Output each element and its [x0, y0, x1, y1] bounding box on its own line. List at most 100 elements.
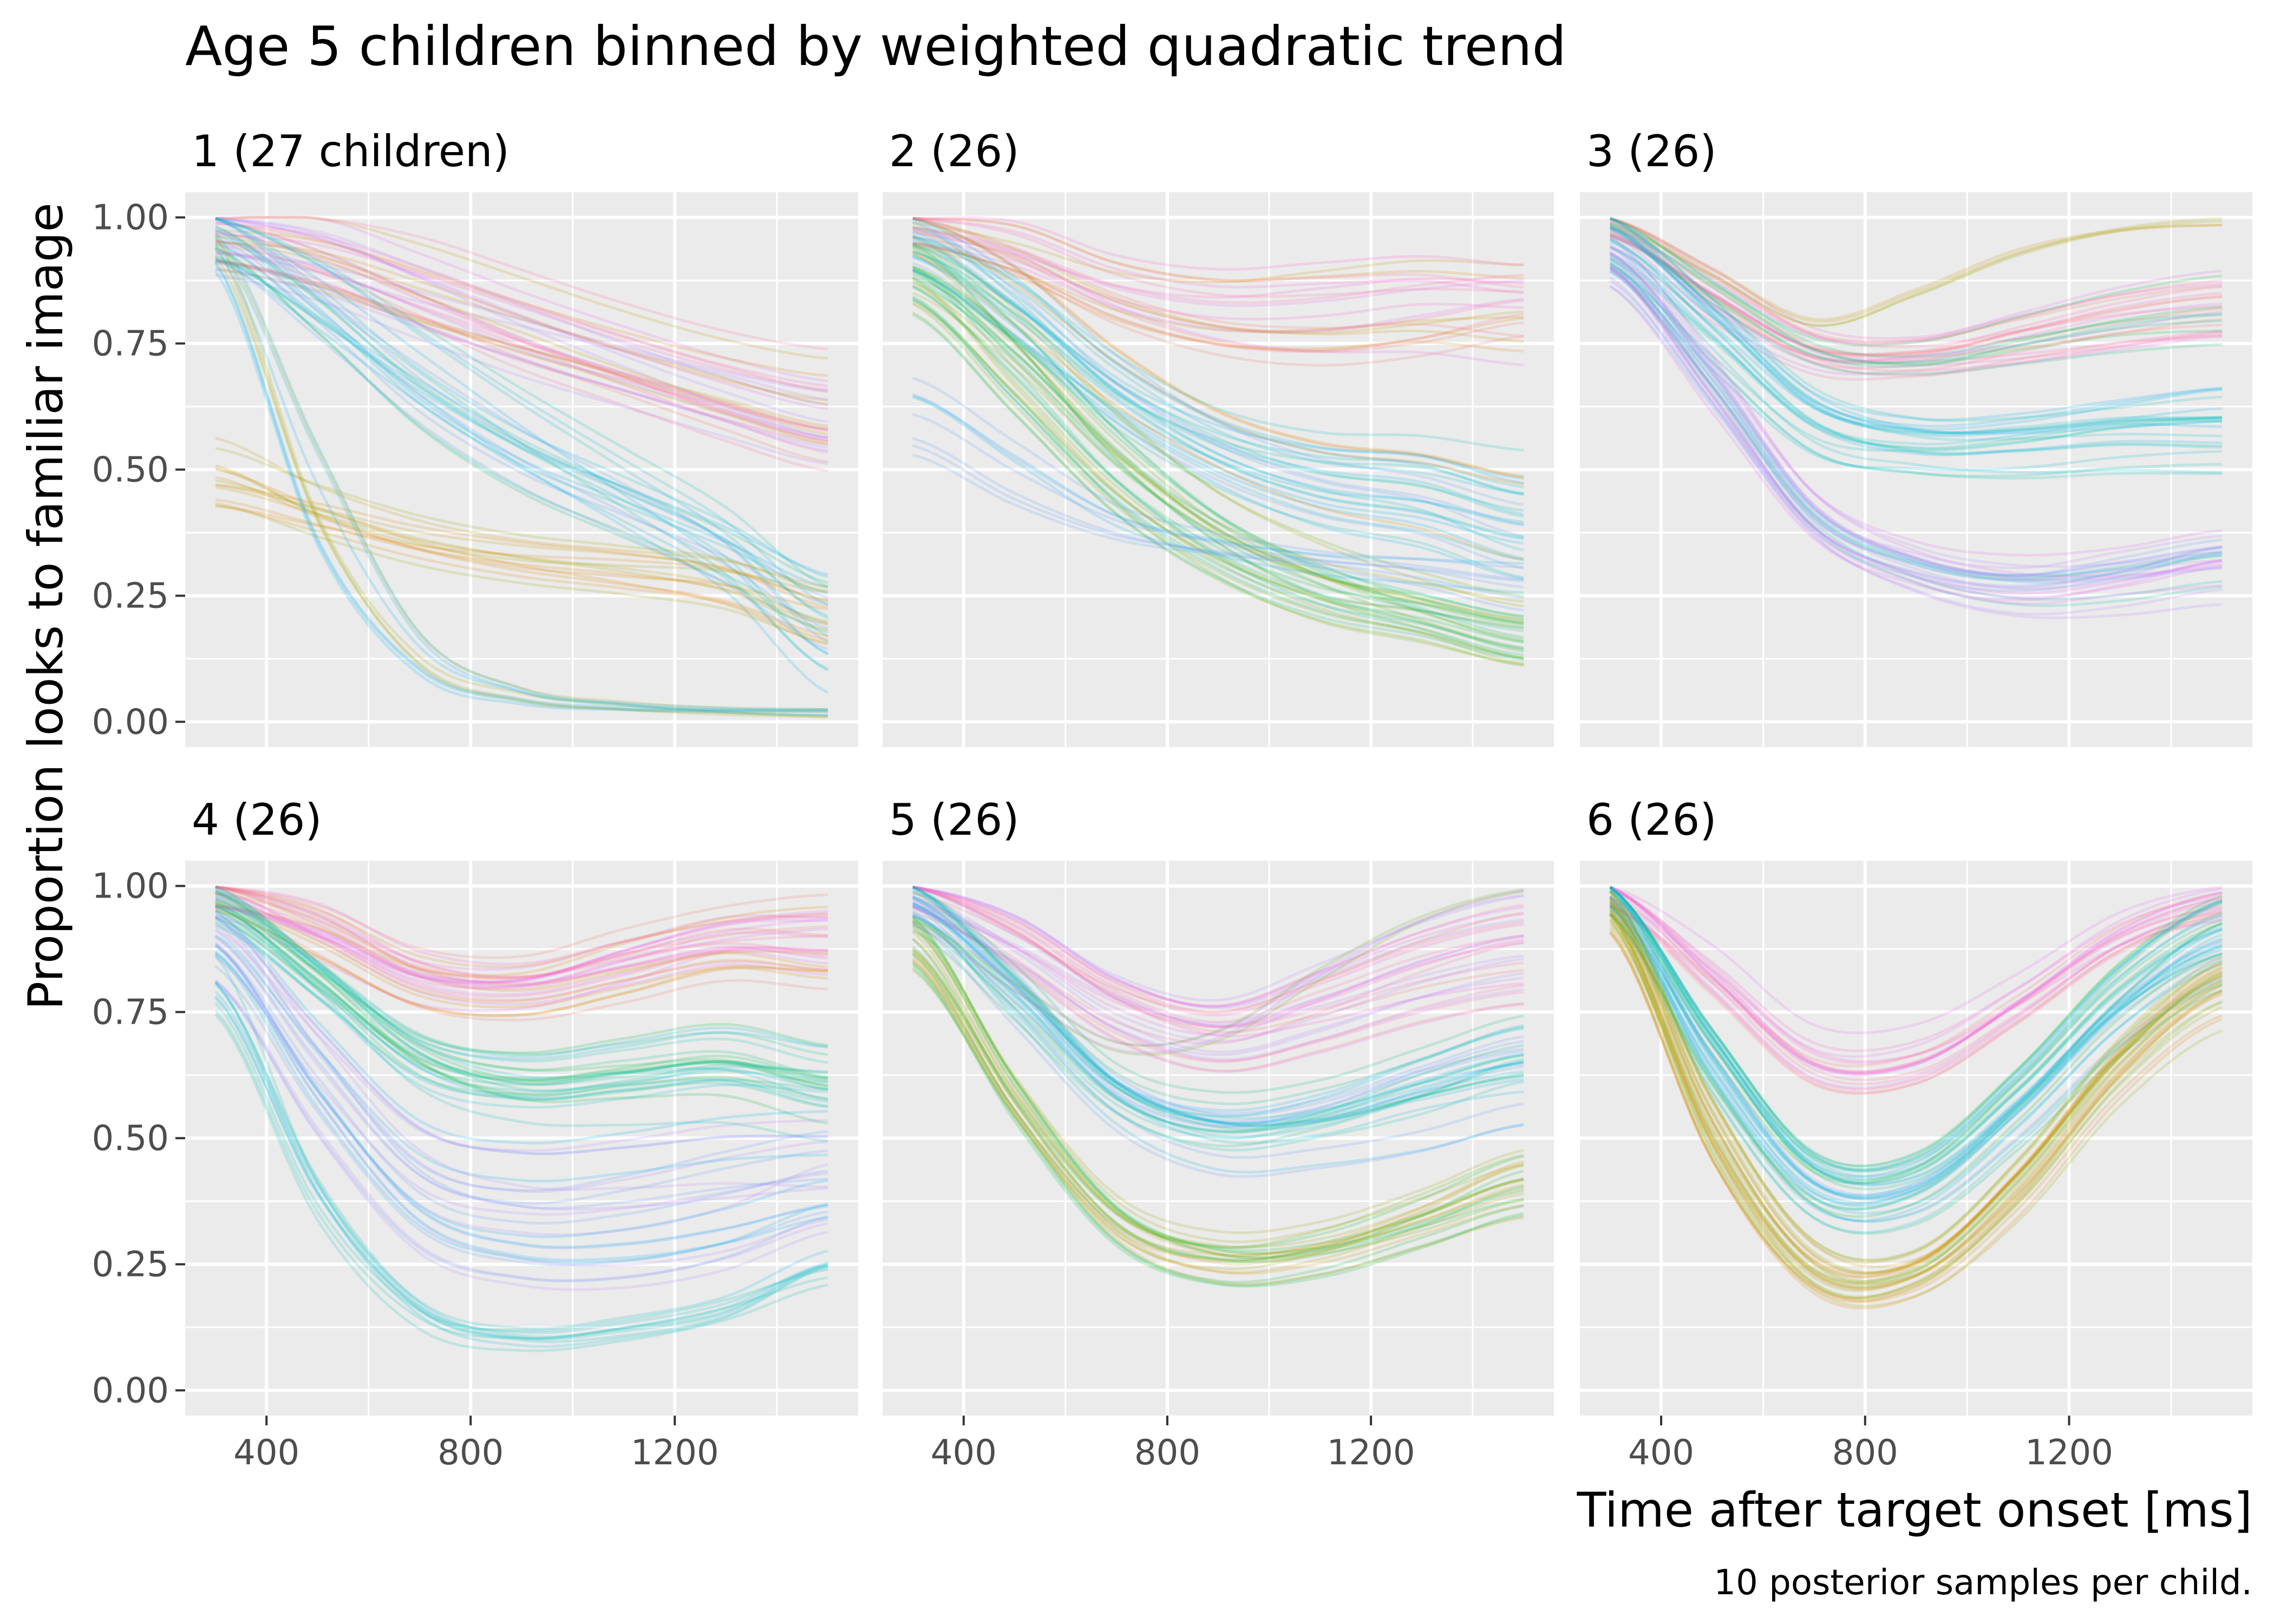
sample-line: [215, 254, 829, 617]
sample-line: [1609, 253, 2223, 480]
sample-line: [912, 250, 1524, 495]
y-tick-label: 1.00: [92, 198, 169, 238]
y-tick-label: 0.75: [92, 324, 169, 364]
sample-line: [912, 947, 1524, 1266]
sample-line: [215, 886, 828, 959]
sample-line: [912, 241, 1524, 334]
y-axis-title: Proportion looks to familiar image: [18, 202, 74, 1010]
sample-line: [912, 217, 1524, 506]
sample-line: [912, 888, 1524, 1131]
sample-line: [912, 241, 1524, 367]
sample-line: [215, 504, 828, 601]
sample-line: [1609, 887, 2223, 1058]
sample-line: [912, 437, 1524, 612]
sample-line: [912, 891, 1524, 1043]
sample-line: [215, 905, 828, 984]
sample-line: [1609, 228, 2223, 363]
sample-line: [215, 886, 828, 986]
sample-line: [912, 234, 1524, 451]
sample-line: [1609, 895, 2223, 1201]
sample-line: [912, 899, 1524, 1025]
sample-line: [1609, 246, 2223, 456]
sample-line: [215, 905, 828, 988]
sample-line: [912, 235, 1524, 321]
sample-line: [912, 887, 1524, 1117]
x-axis-title: Time after target onset [ms]: [1577, 1482, 2252, 1538]
sample-line: [215, 886, 828, 985]
facet-strip-label: 5 (26): [889, 795, 1020, 845]
sample-line: [214, 945, 828, 1250]
sample-line: [215, 886, 828, 979]
sample-line: [1609, 902, 2223, 1285]
sample-line: [215, 259, 828, 436]
sample-line: [215, 892, 828, 980]
sample-line: [1609, 890, 2223, 1268]
sample-line: [215, 447, 828, 593]
sample-line: [1609, 887, 2223, 1197]
sample-line: [912, 453, 1524, 599]
sample-line: [1609, 886, 2223, 1168]
sample-line: [912, 245, 1524, 643]
sample-line: [1609, 921, 2223, 1286]
sample-line: [215, 216, 828, 360]
sample-line: [1609, 896, 2223, 1073]
sample-line: [912, 910, 1524, 1174]
sample-line: [214, 891, 828, 1088]
sample-line: [912, 886, 1524, 1028]
sample-line: [215, 886, 828, 978]
sample-line: [214, 889, 828, 1056]
sample-line: [1609, 227, 2223, 422]
sample-line: [214, 270, 828, 712]
sample-line: [214, 954, 828, 1344]
sample-line: [214, 260, 828, 713]
sample-line: [214, 990, 828, 1331]
y-tick-label: 0.75: [92, 993, 169, 1033]
series-lines: [1609, 217, 2223, 619]
sample-line: [1609, 888, 2223, 1184]
sample-line: [215, 241, 828, 402]
sample-line: [215, 886, 828, 998]
sample-line: [1609, 927, 2223, 1310]
sample-line: [214, 981, 828, 1341]
sample-line: [1609, 932, 2223, 1300]
sample-line: [912, 267, 1524, 579]
sample-line: [912, 295, 1524, 644]
x-tick-label: 800: [1832, 1433, 1898, 1473]
sample-line: [912, 246, 1524, 660]
sample-line: [1609, 226, 2223, 435]
sample-line: [214, 952, 828, 1239]
sample-line: [1609, 886, 2223, 1181]
sample-line: [912, 217, 1524, 479]
sample-line: [912, 957, 1524, 1286]
facet-panel-3: 3 (26): [1580, 126, 2252, 747]
sample-line: [1609, 271, 2223, 577]
sample-line: [1610, 226, 2223, 347]
sample-line: [912, 217, 1524, 343]
sample-line: [215, 233, 829, 672]
sample-line: [912, 952, 1524, 1263]
sample-line: [912, 895, 1524, 1123]
sample-line: [912, 243, 1524, 651]
sample-line: [912, 261, 1524, 569]
sample-line: [1609, 253, 2223, 577]
facet-strip-label: 6 (26): [1586, 795, 1717, 845]
sample-line: [1609, 918, 2223, 1298]
sample-line: [214, 228, 828, 595]
sample-line: [912, 889, 1524, 1055]
facet-panel-2: 2 (26): [883, 126, 1554, 747]
sample-line: [214, 901, 828, 1085]
sample-line: [912, 228, 1524, 486]
sample-line: [912, 886, 1524, 1034]
sample-line: [912, 265, 1524, 625]
sample-line: [1609, 886, 2223, 1186]
facet-strip-label: 4 (26): [192, 795, 322, 845]
sample-line: [1609, 897, 2223, 1279]
y-tick-label: 1.00: [92, 867, 169, 907]
sample-line: [215, 252, 828, 401]
sample-line: [1609, 886, 2223, 1077]
sample-line: [1609, 238, 2223, 456]
sample-line: [1609, 888, 2223, 1052]
sample-line: [912, 890, 1524, 1056]
sample-line: [1609, 238, 2223, 474]
sample-line: [215, 893, 828, 1006]
